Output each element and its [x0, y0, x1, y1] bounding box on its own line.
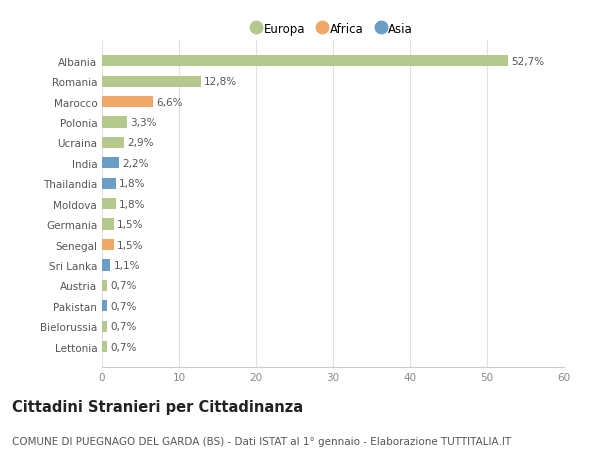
Bar: [102, 97, 153, 108]
Text: 1,8%: 1,8%: [119, 199, 145, 209]
Bar: [102, 341, 107, 353]
Text: 0,7%: 0,7%: [110, 321, 137, 331]
Bar: [102, 158, 119, 169]
Text: 1,8%: 1,8%: [119, 179, 145, 189]
Bar: [102, 240, 113, 251]
Text: 1,5%: 1,5%: [116, 240, 143, 250]
Bar: [102, 77, 200, 88]
Bar: [102, 301, 107, 312]
Text: 52,7%: 52,7%: [511, 57, 544, 67]
Text: 3,3%: 3,3%: [130, 118, 157, 128]
Bar: [102, 56, 508, 67]
Bar: [102, 178, 116, 190]
Bar: [102, 321, 107, 332]
Text: 0,7%: 0,7%: [110, 281, 137, 291]
Text: COMUNE DI PUEGNAGO DEL GARDA (BS) - Dati ISTAT al 1° gennaio - Elaborazione TUTT: COMUNE DI PUEGNAGO DEL GARDA (BS) - Dati…: [12, 436, 511, 446]
Text: 0,7%: 0,7%: [110, 342, 137, 352]
Bar: [102, 117, 127, 129]
Bar: [102, 280, 107, 291]
Text: 6,6%: 6,6%: [156, 97, 182, 107]
Text: 2,9%: 2,9%: [127, 138, 154, 148]
Text: 2,2%: 2,2%: [122, 158, 149, 168]
Text: 1,1%: 1,1%: [113, 260, 140, 270]
Text: 12,8%: 12,8%: [203, 77, 237, 87]
Legend: Europa, Africa, Asia: Europa, Africa, Asia: [248, 18, 418, 40]
Bar: [102, 260, 110, 271]
Bar: [102, 138, 124, 149]
Text: 0,7%: 0,7%: [110, 301, 137, 311]
Bar: [102, 219, 113, 230]
Text: 1,5%: 1,5%: [116, 219, 143, 230]
Text: Cittadini Stranieri per Cittadinanza: Cittadini Stranieri per Cittadinanza: [12, 399, 303, 414]
Bar: [102, 199, 116, 210]
